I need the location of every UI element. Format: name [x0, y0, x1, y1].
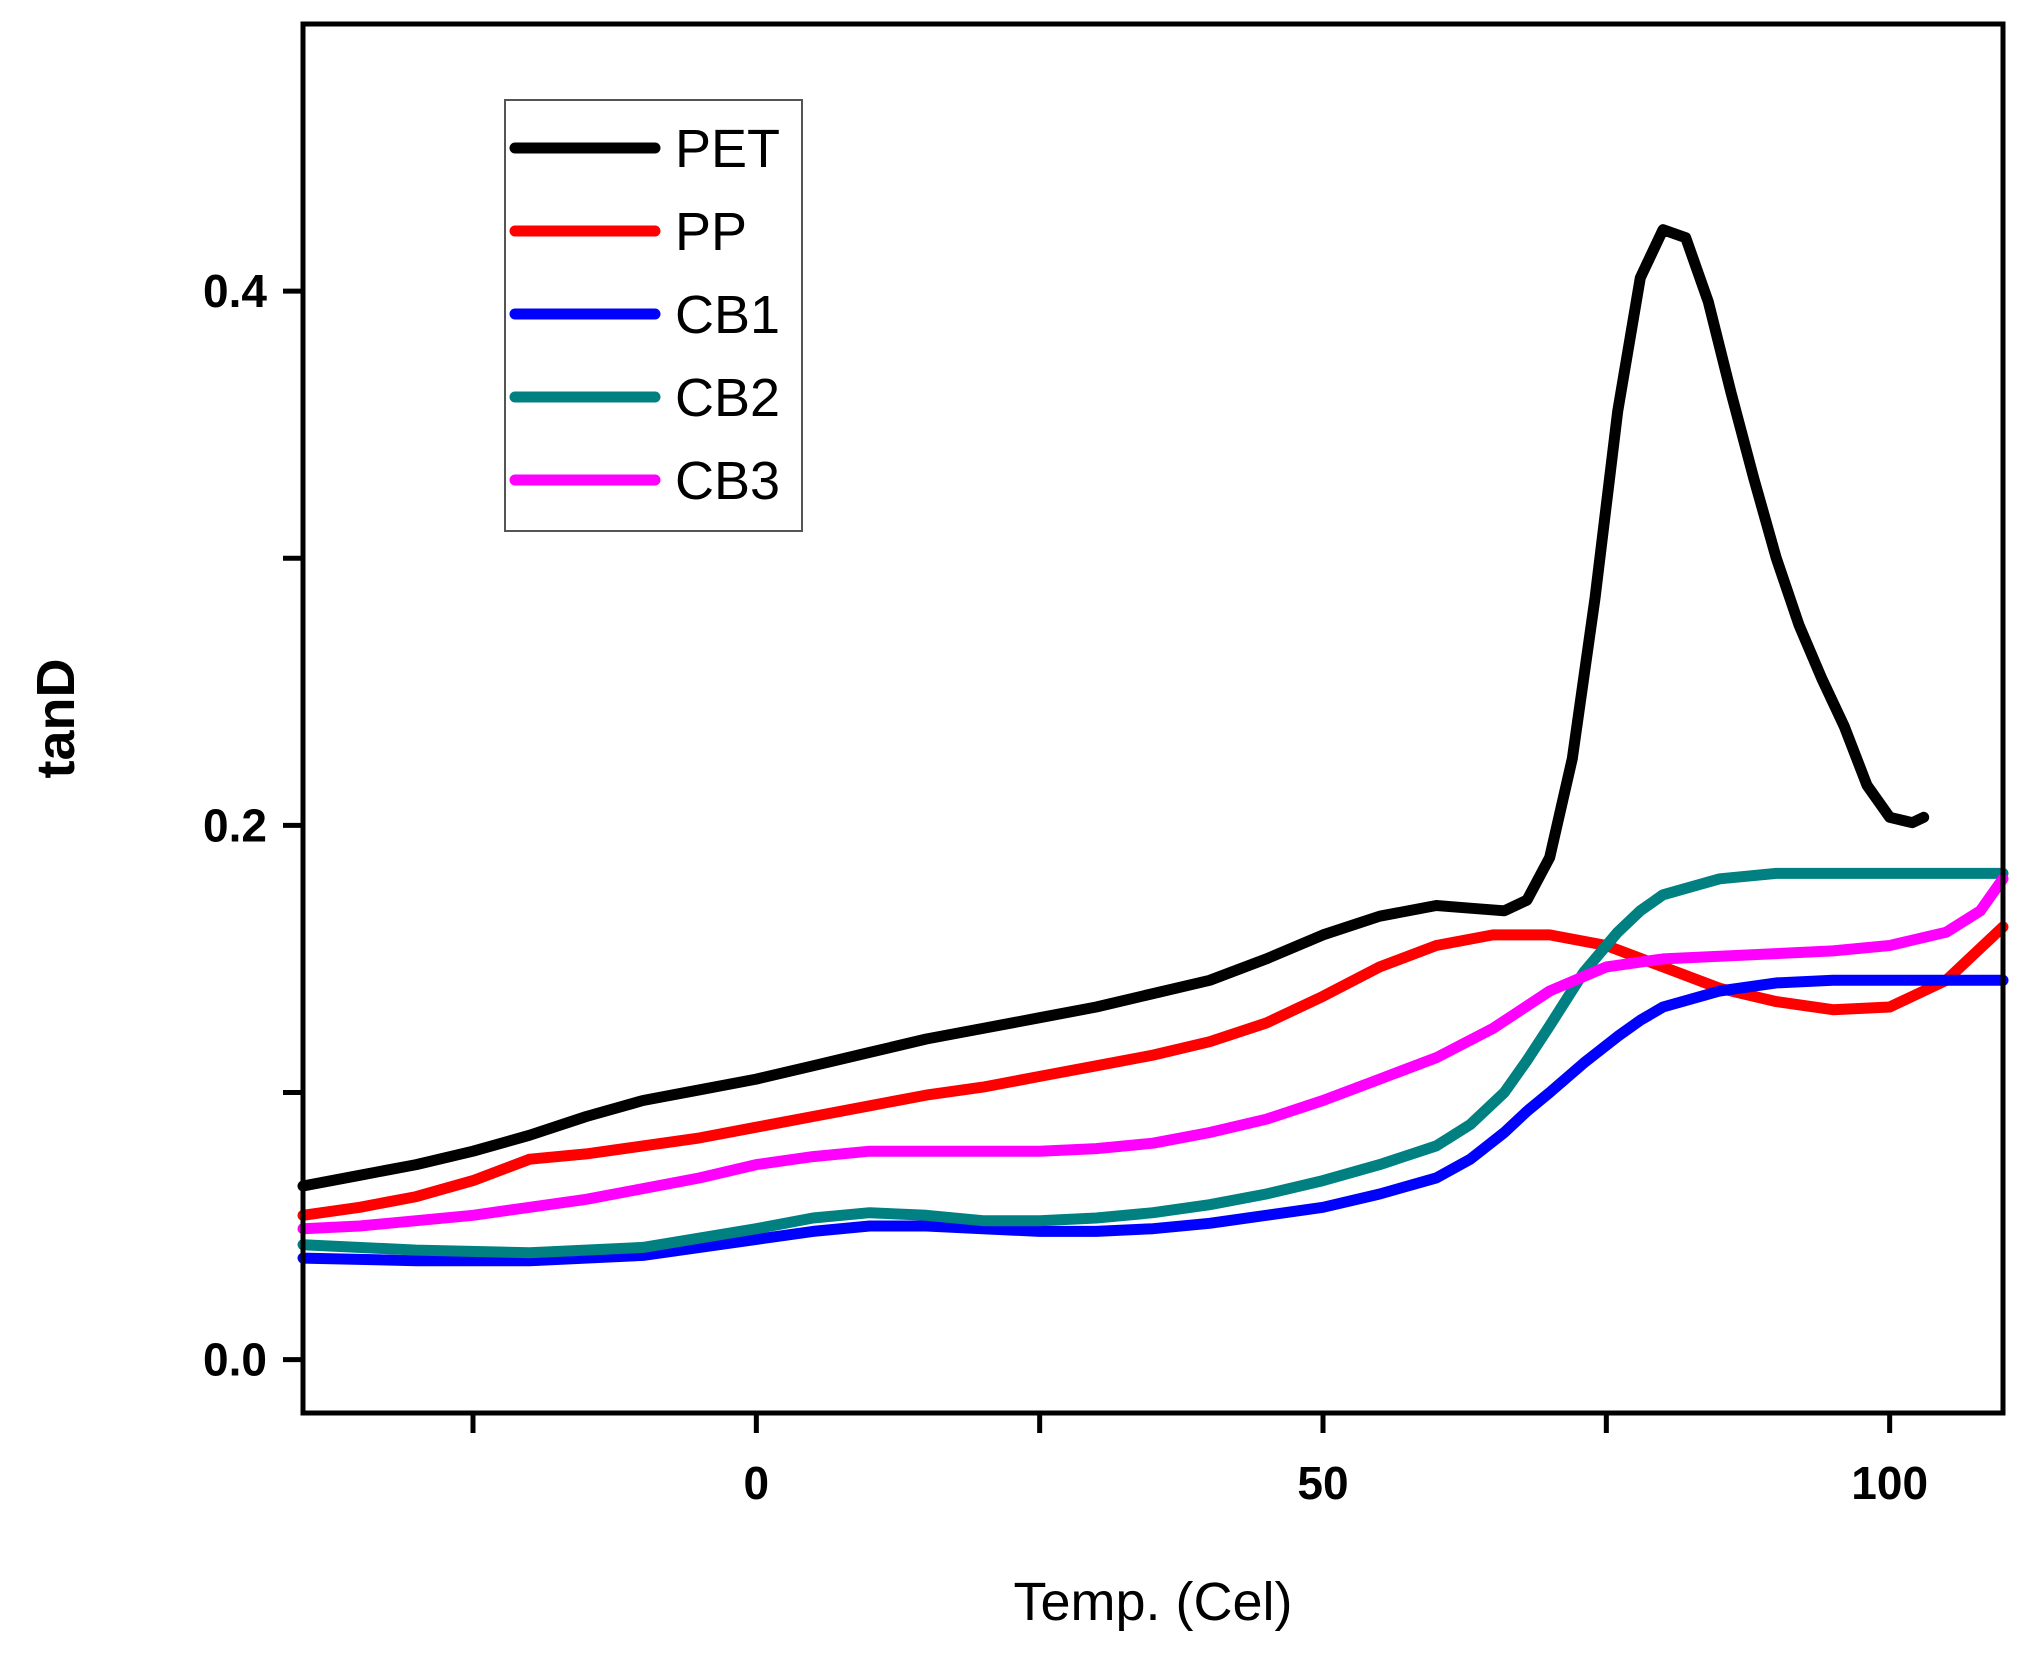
series-line-cb1: [297, 974, 2009, 1267]
x-tick-label: 0: [744, 1457, 770, 1509]
y-tick-label: 0.4: [203, 265, 267, 317]
y-tick-label: 0.0: [203, 1334, 267, 1386]
x-tick-label: 100: [1851, 1457, 1928, 1509]
legend-label-cb2: CB2: [675, 368, 780, 428]
series-line-cb3: [297, 873, 2009, 1235]
plot-frame: [300, 21, 2006, 1416]
series-line-cb2: [297, 867, 2009, 1259]
x-tick-label: 50: [1297, 1457, 1348, 1509]
x-axis-title: Temp. (Cel): [1013, 1572, 1292, 1632]
series-layer: [297, 224, 2009, 1267]
legend-label-cb3: CB3: [675, 451, 780, 511]
legend-label-pet: PET: [675, 119, 780, 179]
legend: PET PP CB1 CB2 CB3: [504, 99, 803, 532]
legend-label-pp: PP: [675, 202, 747, 262]
legend-label-cb1: CB1: [675, 285, 780, 345]
series-line-pet: [297, 224, 1930, 1192]
y-tick-label: 0.2: [203, 799, 267, 851]
y-axis-title: tanD: [26, 659, 86, 779]
ticks-layer: 0 50 100 0.0 0.2 0.4: [203, 265, 1928, 1509]
